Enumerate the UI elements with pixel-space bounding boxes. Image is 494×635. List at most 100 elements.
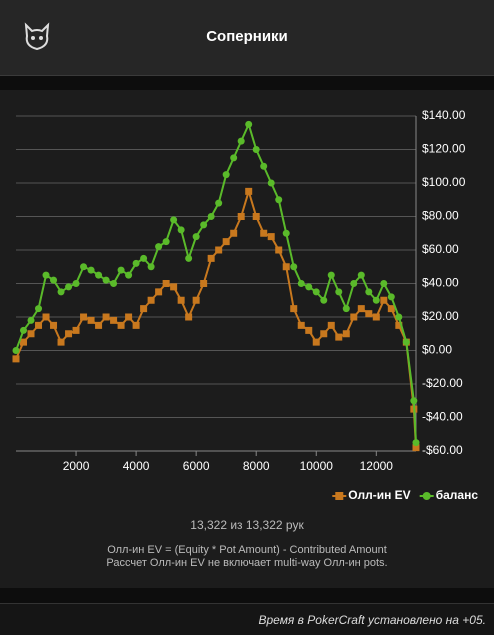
point bbox=[267, 179, 275, 187]
point bbox=[170, 283, 178, 291]
header-title: Соперники bbox=[206, 28, 288, 45]
y-tick-label: $100.00 bbox=[422, 175, 466, 189]
point bbox=[87, 266, 95, 274]
point bbox=[200, 280, 208, 287]
point bbox=[215, 199, 223, 207]
y-tick-label: $120.00 bbox=[422, 142, 466, 156]
point bbox=[412, 439, 420, 447]
point bbox=[57, 338, 65, 346]
point bbox=[87, 316, 95, 324]
x-tick-label: 4000 bbox=[123, 459, 150, 473]
point bbox=[305, 283, 313, 291]
y-tick-label: $40.00 bbox=[422, 276, 459, 290]
point bbox=[140, 305, 148, 313]
point bbox=[402, 338, 410, 346]
point bbox=[147, 296, 155, 304]
point bbox=[110, 316, 118, 324]
point bbox=[42, 271, 50, 279]
y-tick-label: -$60.00 bbox=[422, 443, 463, 457]
point bbox=[412, 444, 420, 452]
point bbox=[350, 313, 358, 321]
footer: Время в PokerCraft установлено на +05. bbox=[0, 603, 494, 635]
point bbox=[237, 213, 245, 220]
point bbox=[305, 326, 313, 334]
logo[interactable] bbox=[22, 22, 52, 52]
point bbox=[230, 229, 238, 237]
point bbox=[102, 276, 110, 284]
point bbox=[260, 162, 268, 170]
point bbox=[387, 305, 395, 313]
point bbox=[200, 221, 208, 229]
hands-label: 13,322 из 13,322 рук bbox=[190, 518, 304, 532]
legend-label: Олл-ин EV bbox=[348, 488, 410, 502]
point bbox=[27, 330, 35, 338]
note: Олл-ин EV = (Equity * Pot Amount) - Cont… bbox=[107, 544, 387, 556]
point bbox=[290, 263, 298, 271]
point bbox=[207, 254, 215, 262]
point bbox=[170, 216, 178, 224]
point bbox=[132, 259, 140, 267]
point bbox=[357, 271, 365, 279]
point bbox=[27, 316, 35, 324]
point bbox=[12, 347, 20, 354]
point bbox=[297, 280, 305, 287]
point bbox=[80, 263, 88, 271]
point bbox=[245, 187, 253, 195]
point bbox=[320, 330, 328, 338]
note: Рассчет Олл-ин EV не включает multi-way … bbox=[106, 557, 387, 569]
point bbox=[252, 146, 260, 153]
point bbox=[20, 338, 28, 346]
point bbox=[395, 321, 403, 329]
legend-label: баланс bbox=[436, 488, 479, 502]
point bbox=[245, 120, 253, 128]
point bbox=[335, 288, 343, 296]
y-tick-label: $80.00 bbox=[422, 209, 459, 223]
point bbox=[125, 313, 133, 321]
point bbox=[162, 280, 170, 287]
point bbox=[65, 330, 73, 338]
point bbox=[380, 280, 388, 287]
point bbox=[380, 296, 388, 304]
point bbox=[72, 280, 80, 287]
x-tick-label: 2000 bbox=[63, 459, 90, 473]
point bbox=[395, 313, 403, 321]
point bbox=[215, 246, 223, 254]
point bbox=[35, 305, 43, 313]
point bbox=[312, 338, 320, 346]
y-tick-label: -$20.00 bbox=[422, 376, 463, 390]
point bbox=[410, 397, 418, 405]
point bbox=[117, 321, 125, 329]
point bbox=[95, 321, 103, 329]
point bbox=[102, 313, 110, 321]
point bbox=[185, 313, 193, 321]
point bbox=[50, 276, 58, 284]
point bbox=[140, 254, 148, 262]
footer-text: Время в PokerCraft установлено на +05. bbox=[258, 613, 486, 627]
point bbox=[365, 310, 373, 318]
point bbox=[327, 271, 335, 279]
point bbox=[222, 171, 230, 179]
point bbox=[357, 305, 365, 313]
x-tick-label: 12000 bbox=[360, 459, 394, 473]
point bbox=[155, 243, 163, 251]
y-tick-label: $60.00 bbox=[422, 242, 459, 256]
point bbox=[320, 296, 328, 304]
point bbox=[177, 226, 185, 234]
y-tick-label: $20.00 bbox=[422, 309, 459, 323]
point bbox=[222, 238, 230, 246]
point bbox=[50, 321, 58, 329]
point bbox=[342, 330, 350, 338]
point bbox=[282, 263, 290, 271]
point bbox=[282, 229, 290, 237]
point bbox=[207, 213, 215, 220]
point bbox=[185, 254, 193, 262]
point bbox=[57, 288, 65, 296]
point bbox=[372, 313, 380, 321]
point bbox=[230, 154, 238, 162]
point bbox=[20, 326, 28, 334]
point bbox=[42, 313, 50, 321]
header: Соперники bbox=[0, 0, 494, 76]
point bbox=[132, 321, 140, 329]
point bbox=[275, 196, 283, 204]
x-tick-label: 8000 bbox=[243, 459, 270, 473]
